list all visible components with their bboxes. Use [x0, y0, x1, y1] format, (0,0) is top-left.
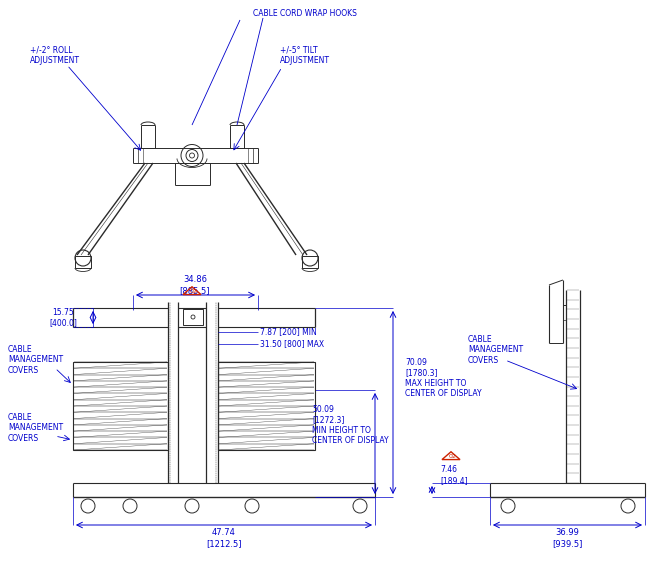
Text: CABLE
MANAGEMENT
COVERS: CABLE MANAGEMENT COVERS: [468, 335, 523, 365]
Text: 7.46
[189.4]: 7.46 [189.4]: [440, 465, 468, 485]
Text: 50.09
[1272.3]
MIN HEIGHT TO
CENTER OF DISPLAY: 50.09 [1272.3] MIN HEIGHT TO CENTER OF D…: [312, 405, 389, 445]
Bar: [302, 256, 318, 268]
Text: +/-2° ROLL
ADJUSTMENT: +/-2° ROLL ADJUSTMENT: [30, 45, 80, 65]
Text: 34.86
[885.5]: 34.86 [885.5]: [180, 275, 210, 295]
Text: 02: 02: [189, 289, 197, 294]
Text: 15.75
[400.0]: 15.75 [400.0]: [49, 308, 77, 327]
Bar: [218, 362, 315, 450]
Text: +/-5° TILT
ADJUSTMENT: +/-5° TILT ADJUSTMENT: [280, 45, 330, 65]
Text: CABLE
MANAGEMENT
COVERS: CABLE MANAGEMENT COVERS: [8, 413, 63, 443]
Text: 47.74
[1212.5]: 47.74 [1212.5]: [206, 528, 242, 548]
Bar: [183, 309, 203, 325]
Text: 70.09
[1780.3]
MAX HEIGHT TO
CENTER OF DISPLAY: 70.09 [1780.3] MAX HEIGHT TO CENTER OF D…: [405, 358, 482, 398]
Text: 36.99
[939.5]: 36.99 [939.5]: [552, 528, 582, 548]
Bar: [75, 256, 91, 268]
Text: 7.87 [200] MIN: 7.87 [200] MIN: [260, 328, 317, 336]
Text: CABLE CORD WRAP HOOKS: CABLE CORD WRAP HOOKS: [253, 9, 357, 18]
Text: 31.50 [800] MAX: 31.50 [800] MAX: [260, 340, 324, 349]
Bar: [73, 362, 168, 450]
Text: 02: 02: [449, 454, 456, 459]
Text: CABLE
MANAGEMENT
COVERS: CABLE MANAGEMENT COVERS: [8, 345, 63, 375]
